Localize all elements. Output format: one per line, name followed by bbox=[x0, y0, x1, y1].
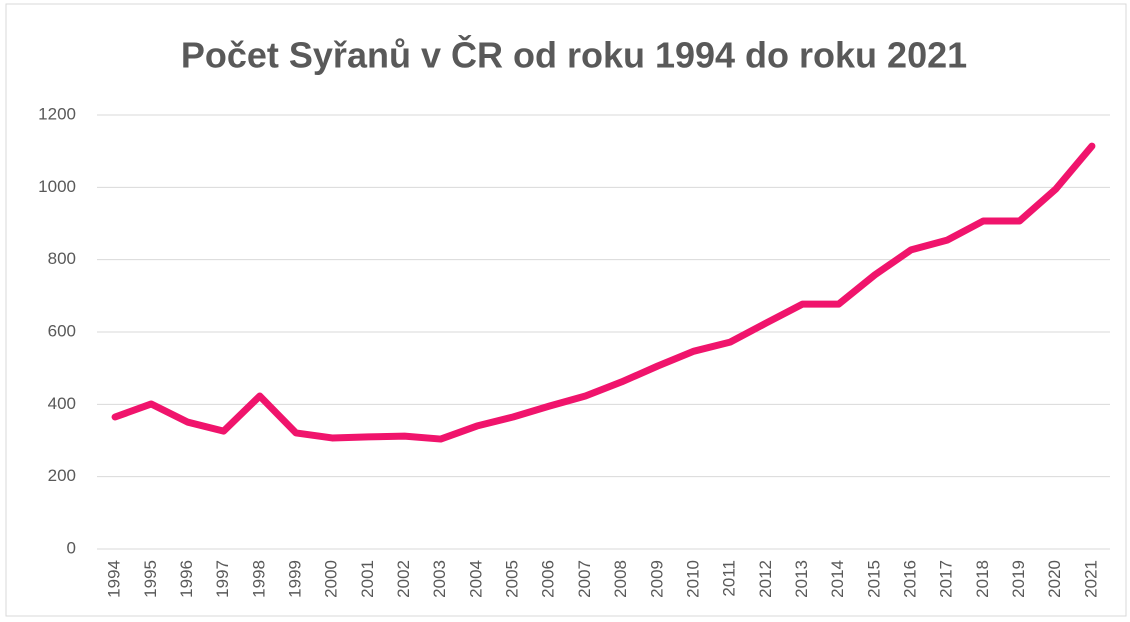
y-tick-label: 600 bbox=[48, 321, 76, 340]
x-tick-label: 2009 bbox=[647, 560, 666, 598]
x-tick-label: 1994 bbox=[105, 560, 124, 598]
x-tick-label: 2019 bbox=[1009, 560, 1028, 598]
x-tick-label: 2014 bbox=[828, 560, 847, 598]
y-tick-label: 200 bbox=[48, 466, 76, 485]
x-tick-label: 2007 bbox=[575, 560, 594, 598]
x-tick-label: 2005 bbox=[503, 560, 522, 598]
x-tick-label: 2010 bbox=[683, 560, 702, 598]
x-tick-label: 1995 bbox=[141, 560, 160, 598]
x-tick-label: 2004 bbox=[466, 560, 485, 598]
x-tick-label: 2020 bbox=[1045, 560, 1064, 598]
x-tick-label: 2002 bbox=[394, 560, 413, 598]
x-tick-label: 2012 bbox=[756, 560, 775, 598]
x-tick-label: 2006 bbox=[539, 560, 558, 598]
x-tick-label: 2003 bbox=[430, 560, 449, 598]
x-tick-label: 2001 bbox=[358, 560, 377, 598]
x-tick-label: 2000 bbox=[322, 560, 341, 598]
y-tick-label: 0 bbox=[67, 538, 76, 557]
x-tick-label: 1998 bbox=[249, 560, 268, 598]
x-tick-label: 2008 bbox=[611, 560, 630, 598]
y-tick-label: 1000 bbox=[38, 177, 76, 196]
y-tick-label: 400 bbox=[48, 394, 76, 413]
x-tick-label: 1997 bbox=[213, 560, 232, 598]
x-tick-label: 2018 bbox=[973, 560, 992, 598]
y-tick-label: 800 bbox=[48, 249, 76, 268]
x-tick-label: 2013 bbox=[792, 560, 811, 598]
chart-border bbox=[5, 3, 1127, 617]
x-tick-label: 2017 bbox=[937, 560, 956, 598]
x-tick-label: 2011 bbox=[720, 560, 739, 597]
x-tick-label: 2015 bbox=[864, 560, 883, 598]
chart-title: Počet Syřanů v ČR od roku 1994 do roku 2… bbox=[181, 34, 967, 76]
x-tick-label: 2021 bbox=[1081, 560, 1100, 598]
x-tick-label: 2016 bbox=[901, 560, 920, 598]
x-tick-label: 1996 bbox=[177, 560, 196, 598]
x-tick-label: 1999 bbox=[285, 560, 304, 598]
y-tick-label: 1200 bbox=[38, 104, 76, 123]
data-line bbox=[111, 142, 1096, 443]
